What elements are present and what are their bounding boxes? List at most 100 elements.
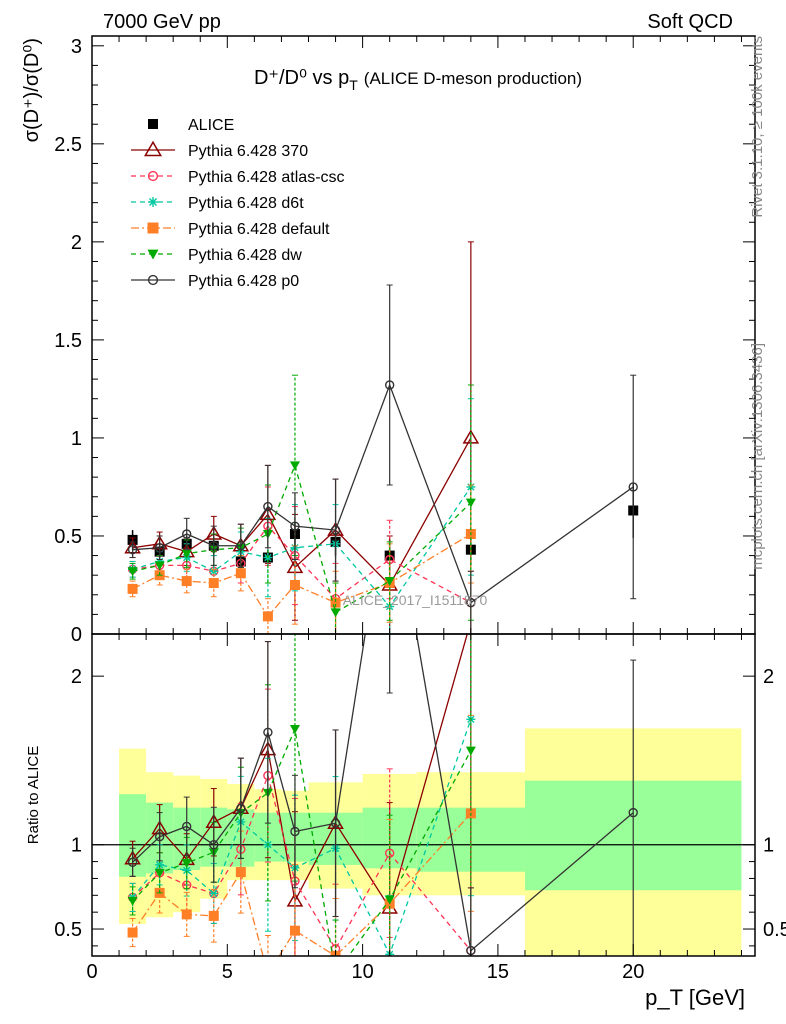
ratio-tick-label-left: 0.5 (54, 919, 82, 941)
ratio-tick-label-right: 2 (763, 666, 774, 688)
data-point (154, 561, 165, 571)
x-tick-label: 0 (86, 961, 97, 983)
x-tick-label: 10 (351, 961, 373, 983)
y-tick-label: 3 (71, 36, 82, 58)
x-tick-label: 15 (487, 961, 509, 983)
legend-label: Pythia 6.428 default (188, 221, 330, 238)
data-point (330, 597, 341, 608)
ratio-point (154, 868, 165, 878)
x-tick-label: 5 (222, 961, 233, 983)
legend-label: Pythia 6.428 370 (188, 143, 308, 160)
chart-title-main: D⁺/D⁰ vs p (254, 67, 349, 89)
ratio-point (628, 807, 638, 818)
data-point (290, 521, 300, 531)
data-point (262, 611, 273, 622)
data-point (465, 498, 476, 508)
data-point (384, 380, 395, 390)
ratio-point (236, 803, 246, 813)
legend-entry-3: Pythia 6.428 d6t (131, 195, 304, 212)
legend-entry-0: ALICE (148, 117, 234, 134)
y-tick-label: 1 (71, 428, 82, 450)
ratio-tick-label-left: 2 (71, 666, 82, 688)
series-line-1 (132, 525, 472, 604)
data-point (182, 529, 192, 539)
data-point (466, 597, 476, 608)
data-point (127, 544, 138, 555)
data-point (209, 541, 219, 551)
ratio-series-line-0 (132, 634, 468, 910)
y-tick-label: 0.5 (54, 526, 82, 548)
panel-frames (91, 35, 756, 957)
legend-marker (147, 222, 159, 234)
ratio-point (331, 970, 341, 979)
ratio-point (263, 727, 273, 738)
data-point (154, 543, 165, 553)
ratio-point (330, 818, 341, 828)
ratio-series-line-3 (132, 812, 472, 956)
ratio-point (465, 746, 476, 756)
ratio-point (235, 867, 246, 878)
y-tick-label: 2 (71, 232, 82, 254)
data-point (181, 576, 192, 587)
header-right: Soft QCD (647, 11, 733, 33)
chart-title: D⁺/D⁰ vs pT (ALICE D-meson production) (254, 67, 582, 93)
ratio-uncertainty-bands (92, 728, 755, 956)
ratio-point (181, 909, 192, 920)
legend-marker (147, 170, 159, 182)
ratio-point (154, 832, 165, 842)
ratio-panel-frame (91, 633, 756, 957)
ratio-point (181, 859, 192, 869)
legend-entry-6: Pythia 6.428 p0 (131, 273, 299, 290)
x-tick-label: 20 (622, 961, 644, 983)
y-tick-label: 1.5 (54, 330, 82, 352)
ratio-panel-content (124, 634, 638, 979)
legend-marker (147, 274, 159, 286)
legend-marker (147, 249, 159, 260)
data-point (330, 608, 341, 618)
legend-marker (143, 140, 163, 157)
legend-label: Pythia 6.428 dw (188, 247, 302, 264)
y-tick-label: 0 (71, 624, 82, 646)
data-point (236, 541, 246, 551)
x-axis-label: p_T [GeV] (645, 985, 745, 1010)
alice-data-points (127, 483, 639, 572)
ratio-point (289, 725, 300, 735)
ratio-point (290, 826, 300, 837)
series-line-0 (132, 437, 472, 587)
data-point (289, 461, 300, 471)
ratio-point (289, 925, 300, 936)
data-point (127, 583, 138, 594)
legend-entry-2: Pythia 6.428 atlas-csc (131, 169, 345, 186)
legend-label: Pythia 6.428 p0 (188, 273, 299, 290)
series-3 (127, 484, 476, 634)
ratio-series-line-4 (132, 726, 472, 956)
data-point (235, 568, 246, 579)
series-0 (124, 241, 480, 634)
legend-label: Pythia 6.428 atlas-csc (188, 169, 345, 186)
ratio-tick-label-right: 1 (763, 835, 774, 857)
data-point (330, 525, 341, 535)
ratio-point (127, 896, 138, 906)
ratio-point (127, 927, 138, 938)
ratio-point (182, 821, 192, 832)
ratio-tick-label-right: 0.5 (763, 919, 786, 941)
series-5 (127, 284, 638, 634)
data-point (289, 579, 300, 590)
y-tick-label: 2.5 (54, 134, 82, 156)
data-point (628, 482, 638, 492)
data-point (181, 549, 192, 559)
data-point (384, 577, 395, 587)
ratio-point (155, 860, 165, 870)
chart-title-extra: (ALICE D-meson production) (364, 69, 582, 88)
ratio-series-5 (127, 634, 638, 956)
ratio-point (263, 969, 273, 979)
series-line-4 (132, 463, 472, 614)
ratio-tick-label-left: 1 (71, 835, 82, 857)
legend-marker (148, 119, 158, 129)
ratio-series-line-2 (132, 719, 472, 956)
legend: ALICE Pythia 6.428 370 Pythia 6.428 atlas-… (131, 117, 345, 290)
header-left: 7000 GeV pp (103, 11, 221, 33)
data-point (127, 567, 138, 577)
